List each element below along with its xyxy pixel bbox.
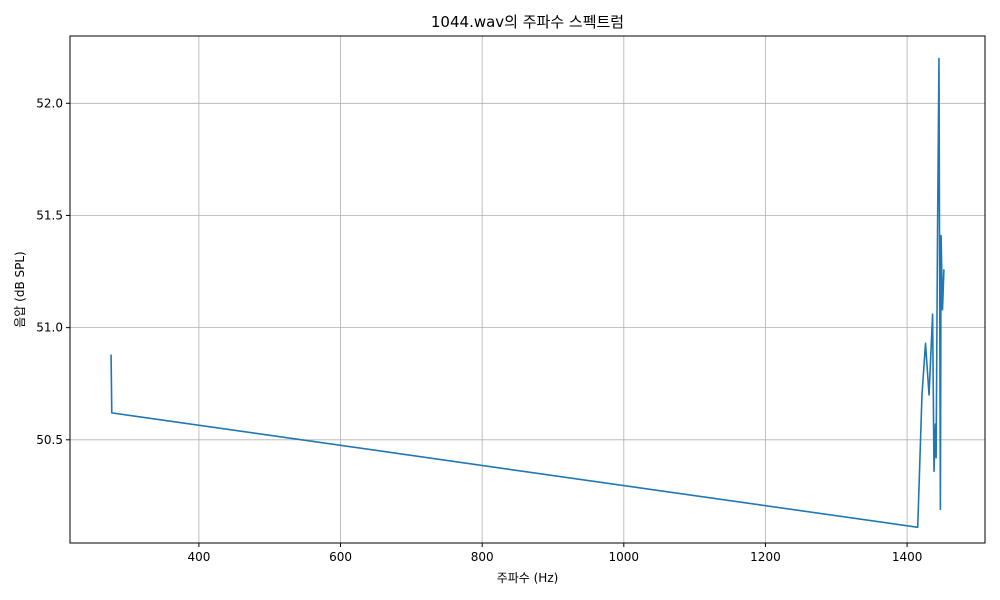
x-tick-label: 1400 xyxy=(892,550,923,564)
y-tick-label: 52.0 xyxy=(36,96,63,110)
series-line xyxy=(110,57,945,529)
y-tick-label: 51.5 xyxy=(36,208,63,222)
y-axis-label: 음압 (dB SPL) xyxy=(13,251,27,327)
y-axis: 50.5 51.0 51.5 52.0 xyxy=(36,96,70,447)
grid xyxy=(70,36,985,543)
x-tick-label: 800 xyxy=(471,550,494,564)
chart-title: 1044.wav의 주파수 스펙트럼 xyxy=(431,13,624,31)
plot-area xyxy=(110,57,945,529)
x-tick-label: 600 xyxy=(329,550,352,564)
y-tick-label: 51.0 xyxy=(36,321,63,335)
x-tick-label: 1000 xyxy=(609,550,640,564)
y-tick-label: 50.5 xyxy=(36,433,63,447)
x-tick-label: 400 xyxy=(187,550,210,564)
x-axis-label: 주파수 (Hz) xyxy=(497,571,559,585)
x-axis: 400 600 800 1000 1200 1400 xyxy=(187,543,922,564)
axes-frame xyxy=(69,35,986,544)
x-tick-label: 1200 xyxy=(750,550,781,564)
